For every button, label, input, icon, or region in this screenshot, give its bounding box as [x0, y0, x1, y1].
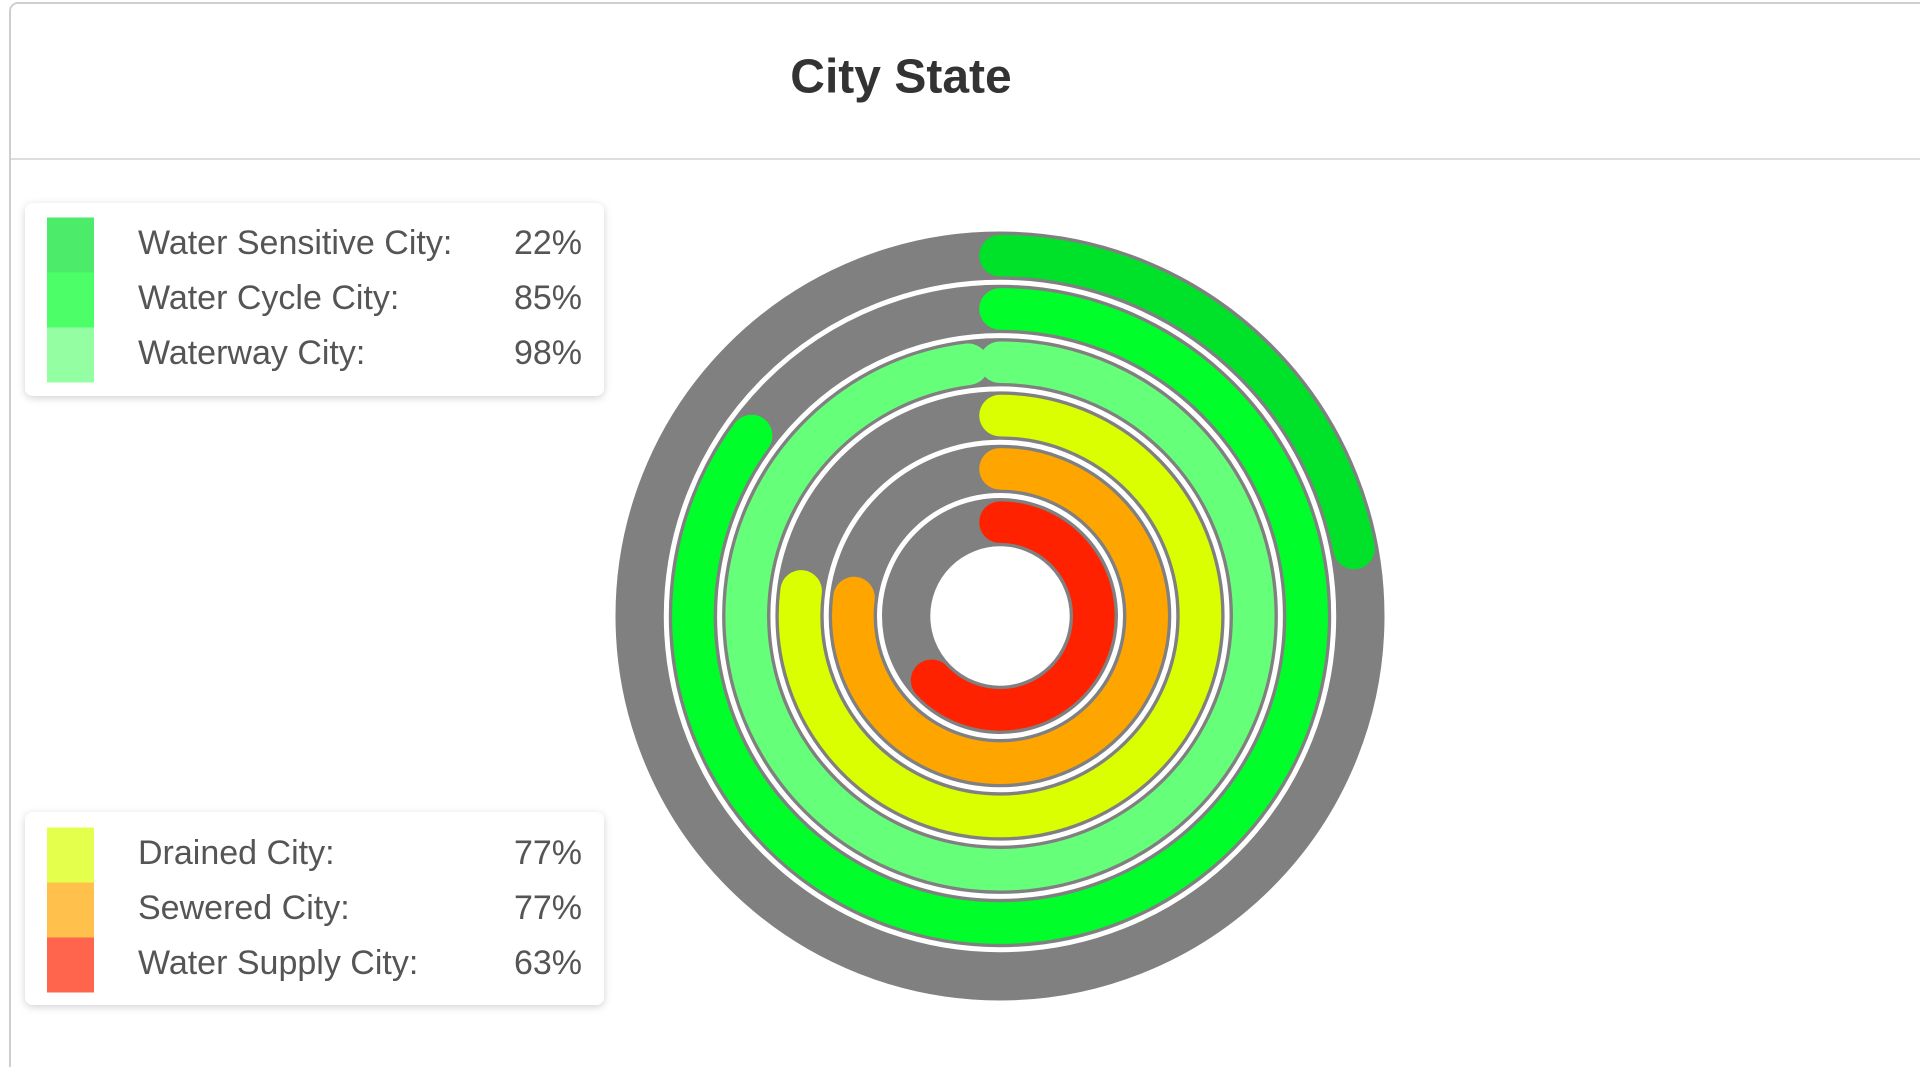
legend-label: Waterway City:	[138, 334, 365, 372]
legend-label: Water Cycle City:	[138, 279, 399, 317]
legend-swatch	[47, 217, 94, 273]
legend-value: 77%	[514, 834, 582, 872]
legend-value: 98%	[514, 334, 582, 372]
legend-swatch	[47, 937, 94, 993]
ring-bar	[725, 341, 1275, 891]
legend-value: 77%	[514, 889, 582, 927]
ring-bar	[910, 501, 1115, 731]
legend-value: 22%	[514, 224, 582, 262]
legend-label: Sewered City:	[138, 889, 350, 927]
legend-label: Water Supply City:	[138, 944, 418, 982]
legend-label: Drained City:	[138, 834, 335, 872]
legend-swatch	[47, 882, 94, 938]
legend-swatch	[47, 327, 94, 383]
legend-value: 63%	[514, 944, 582, 982]
ring-bar	[832, 448, 1168, 784]
ring-bar	[979, 234, 1375, 570]
legend-value: 85%	[514, 279, 582, 317]
ring-bar	[672, 288, 1328, 944]
chart-title: City State	[790, 51, 1011, 104]
legend-box	[25, 812, 604, 1005]
legend-swatch	[47, 272, 94, 328]
legend-label: Water Sensitive City:	[138, 224, 452, 262]
legend-box	[25, 203, 604, 396]
ring-bar	[778, 394, 1222, 838]
legend-swatch	[47, 827, 94, 883]
